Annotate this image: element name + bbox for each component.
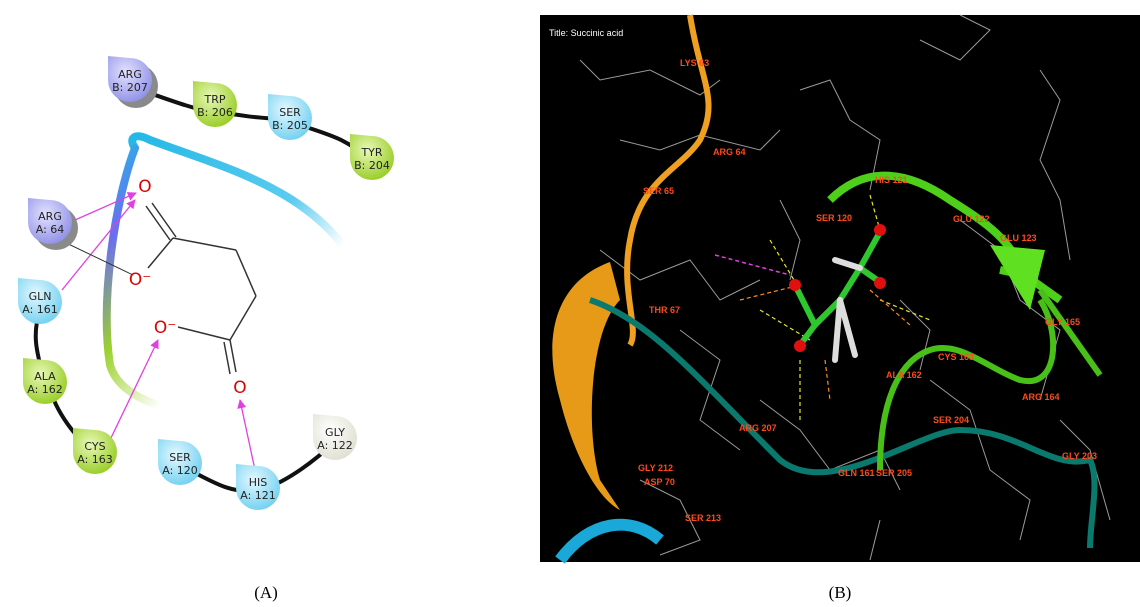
- h-bond: [62, 200, 135, 290]
- pocket-arc: [107, 148, 210, 418]
- residue-chain: B: 204: [354, 159, 390, 172]
- residue-chain: B: 207: [112, 81, 148, 94]
- atom-label: O⁻: [154, 318, 176, 338]
- residue-name: SER: [169, 451, 191, 464]
- residue-label: GLU 123: [1000, 233, 1037, 243]
- residue-label: GLN 161: [838, 468, 875, 478]
- h-bond: [240, 400, 255, 470]
- caption: (A): [254, 583, 278, 602]
- residue-chain: A: 162: [27, 383, 63, 396]
- residue-label: SER 120: [816, 213, 852, 223]
- residue-name: TRP: [204, 93, 226, 106]
- residue-label: GLY 203: [1062, 451, 1097, 461]
- atom-label: O⁻: [129, 270, 151, 290]
- residue-chain: A: 64: [36, 223, 65, 236]
- residue-name: GLY: [325, 426, 345, 439]
- pocket-arc: [132, 136, 365, 280]
- residue-label: GLU 122: [953, 214, 990, 224]
- residue-label: THR 67: [649, 305, 680, 315]
- residue-name: HIS: [249, 476, 268, 489]
- residue-chain: B: 206: [197, 106, 233, 119]
- residue-chain: A: 120: [162, 464, 198, 477]
- atom-label: O: [138, 177, 151, 197]
- residue-label: LYS 63: [680, 58, 709, 68]
- contact: [60, 240, 133, 275]
- residue-label: HIS 121: [875, 175, 908, 185]
- residue-chain: A: 161: [22, 303, 58, 316]
- residue-chain: A: 163: [77, 453, 113, 466]
- residue-name: CYS: [84, 440, 105, 453]
- residue-label: ARG 164: [1022, 392, 1060, 402]
- residue-name: TYR: [360, 146, 382, 159]
- residue-chain: B: 205: [272, 119, 308, 132]
- panel-b: LYS 63 ARG 64 SER 65 THR 67 SER 120 HIS 121 GL…: [540, 15, 1140, 562]
- figure: ARGB: 207TRPB: 206SERB: 205TYRB: 204ARGA…: [0, 0, 1140, 607]
- residue-label: ASP 70: [644, 477, 675, 487]
- residue-label: ARG 64: [713, 147, 746, 157]
- residue-label: ALA 162: [886, 370, 922, 380]
- residue-label: SER 205: [876, 468, 912, 478]
- residue-chain: A: 122: [317, 439, 353, 452]
- residue-label: SER 65: [643, 186, 674, 196]
- residue-label: CYS 163: [938, 352, 974, 362]
- residue-label: ARG 207: [739, 423, 777, 433]
- h-bond: [75, 193, 136, 220]
- h-bond: [110, 340, 158, 440]
- residue-name: ARG: [118, 68, 142, 81]
- residue-name: ALA: [34, 370, 56, 383]
- residue-name: SER: [279, 106, 301, 119]
- residue-label: SER 213: [685, 513, 721, 523]
- residue-label: GLY 212: [638, 463, 673, 473]
- residue-chain: A: 121: [240, 489, 276, 502]
- caption: (B): [829, 583, 852, 602]
- atom-label: O: [233, 378, 246, 398]
- ligand-bonds: [146, 203, 256, 374]
- residue-name: ARG: [38, 210, 62, 223]
- residue-label: SER 204: [933, 415, 969, 425]
- scene-title: Title: Succinic acid: [549, 28, 623, 38]
- residue-label: GLY 165: [1045, 317, 1080, 327]
- residue-name: GLN: [29, 290, 52, 303]
